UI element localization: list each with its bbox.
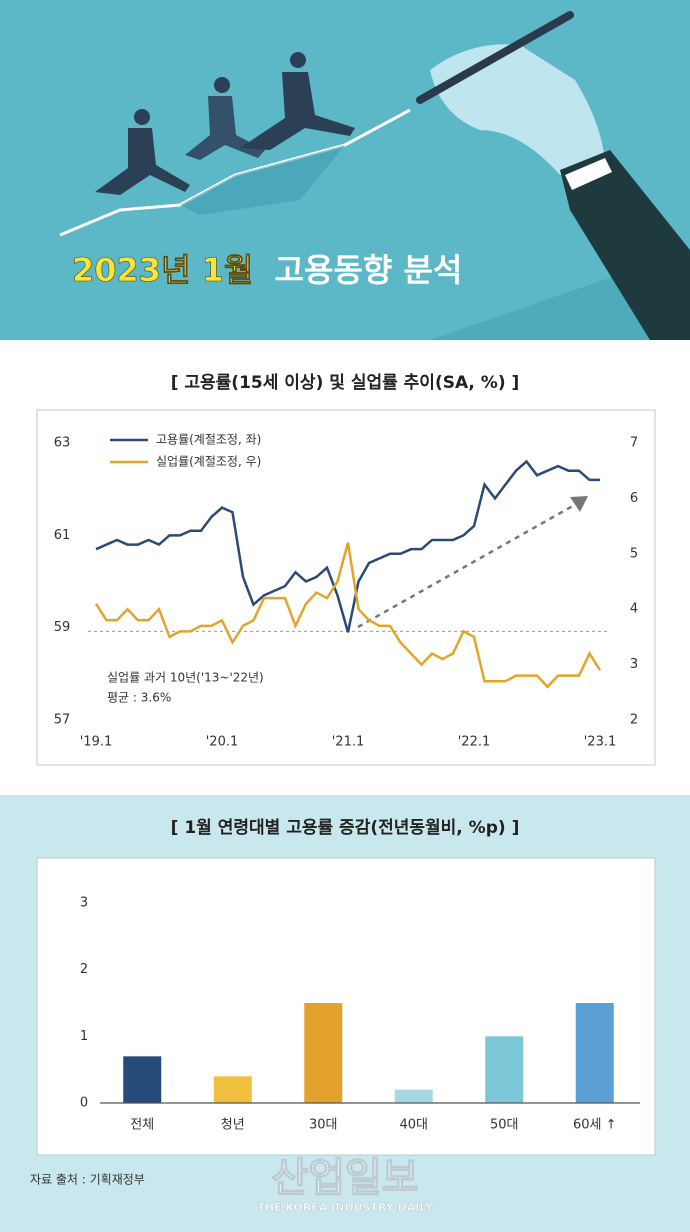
pen	[416, 11, 574, 104]
bar	[123, 1056, 162, 1103]
bar	[213, 1076, 252, 1103]
y2-tick-label: 5	[630, 546, 638, 561]
y2-tick-label: 3	[630, 657, 638, 672]
chart-frame	[36, 857, 656, 1156]
y-tick-label: 2	[80, 962, 88, 977]
y-tick-label: 3	[80, 896, 88, 911]
header-title-main: 고용동향 분석	[275, 251, 463, 289]
chart-title: [ 1월 연령대별 고용률 증감(전년동월비, %p) ]	[171, 817, 520, 838]
source: 자료 출처 : 기획재정부	[30, 1173, 145, 1187]
header-title: 2023년 1월 고용동향 분석	[72, 251, 462, 289]
rising-shadow	[180, 145, 345, 215]
bar	[394, 1089, 433, 1103]
chart-title: [ 고용률(15세 이상) 및 실업률 추이(SA, %) ]	[171, 373, 520, 393]
x-tick-label: '21.1	[332, 735, 365, 750]
x-tick-label: 40대	[399, 1118, 428, 1133]
y2-tick-label: 2	[630, 713, 638, 728]
y-tick-label: 63	[54, 436, 71, 451]
bar	[485, 1036, 524, 1103]
legend-label: 실업률(계절조정, 우)	[156, 455, 261, 469]
y-tick-label: 1	[80, 1029, 88, 1044]
x-tick-label: 청년	[221, 1118, 245, 1133]
y-tick-label: 61	[54, 528, 71, 543]
x-tick-label: '23.1	[584, 735, 617, 750]
x-tick-label: '20.1	[206, 735, 239, 750]
annotation: 평균 : 3.6%	[107, 691, 171, 705]
legend-label: 고용률(계절조정, 좌)	[156, 433, 261, 447]
hand	[430, 44, 605, 176]
x-tick-label: 50대	[490, 1118, 519, 1133]
y-tick-label: 0	[80, 1096, 88, 1111]
runners	[95, 52, 355, 195]
y-tick-label: 59	[54, 620, 71, 635]
bar	[575, 1003, 614, 1103]
annotation: 실업률 과거 10년('13~'22년)	[107, 671, 264, 685]
header-title-highlight: 2023년 1월	[72, 251, 253, 289]
y-tick-label: 57	[54, 713, 71, 728]
x-tick-label: 전체	[130, 1118, 154, 1133]
watermark: 산업일보	[271, 1155, 418, 1201]
y2-tick-label: 6	[630, 491, 638, 506]
sleeve	[560, 150, 690, 340]
trend-arrow	[357, 501, 579, 629]
series-line	[94, 542, 602, 689]
y2-tick-label: 4	[630, 602, 638, 617]
x-tick-label: '19.1	[80, 735, 113, 750]
x-tick-label: 30대	[309, 1118, 338, 1133]
arrow-head	[570, 496, 588, 512]
series-line	[95, 459, 600, 633]
y2-tick-label: 7	[630, 436, 638, 451]
x-tick-label: '22.1	[458, 735, 491, 750]
x-tick-label: 60세 ↑	[573, 1118, 617, 1133]
header-shade	[0, 250, 690, 340]
bar	[304, 1003, 343, 1103]
cuff	[565, 158, 612, 190]
watermark-subtitle: THE KOREA INDUSTRY DAILY	[257, 1201, 433, 1214]
